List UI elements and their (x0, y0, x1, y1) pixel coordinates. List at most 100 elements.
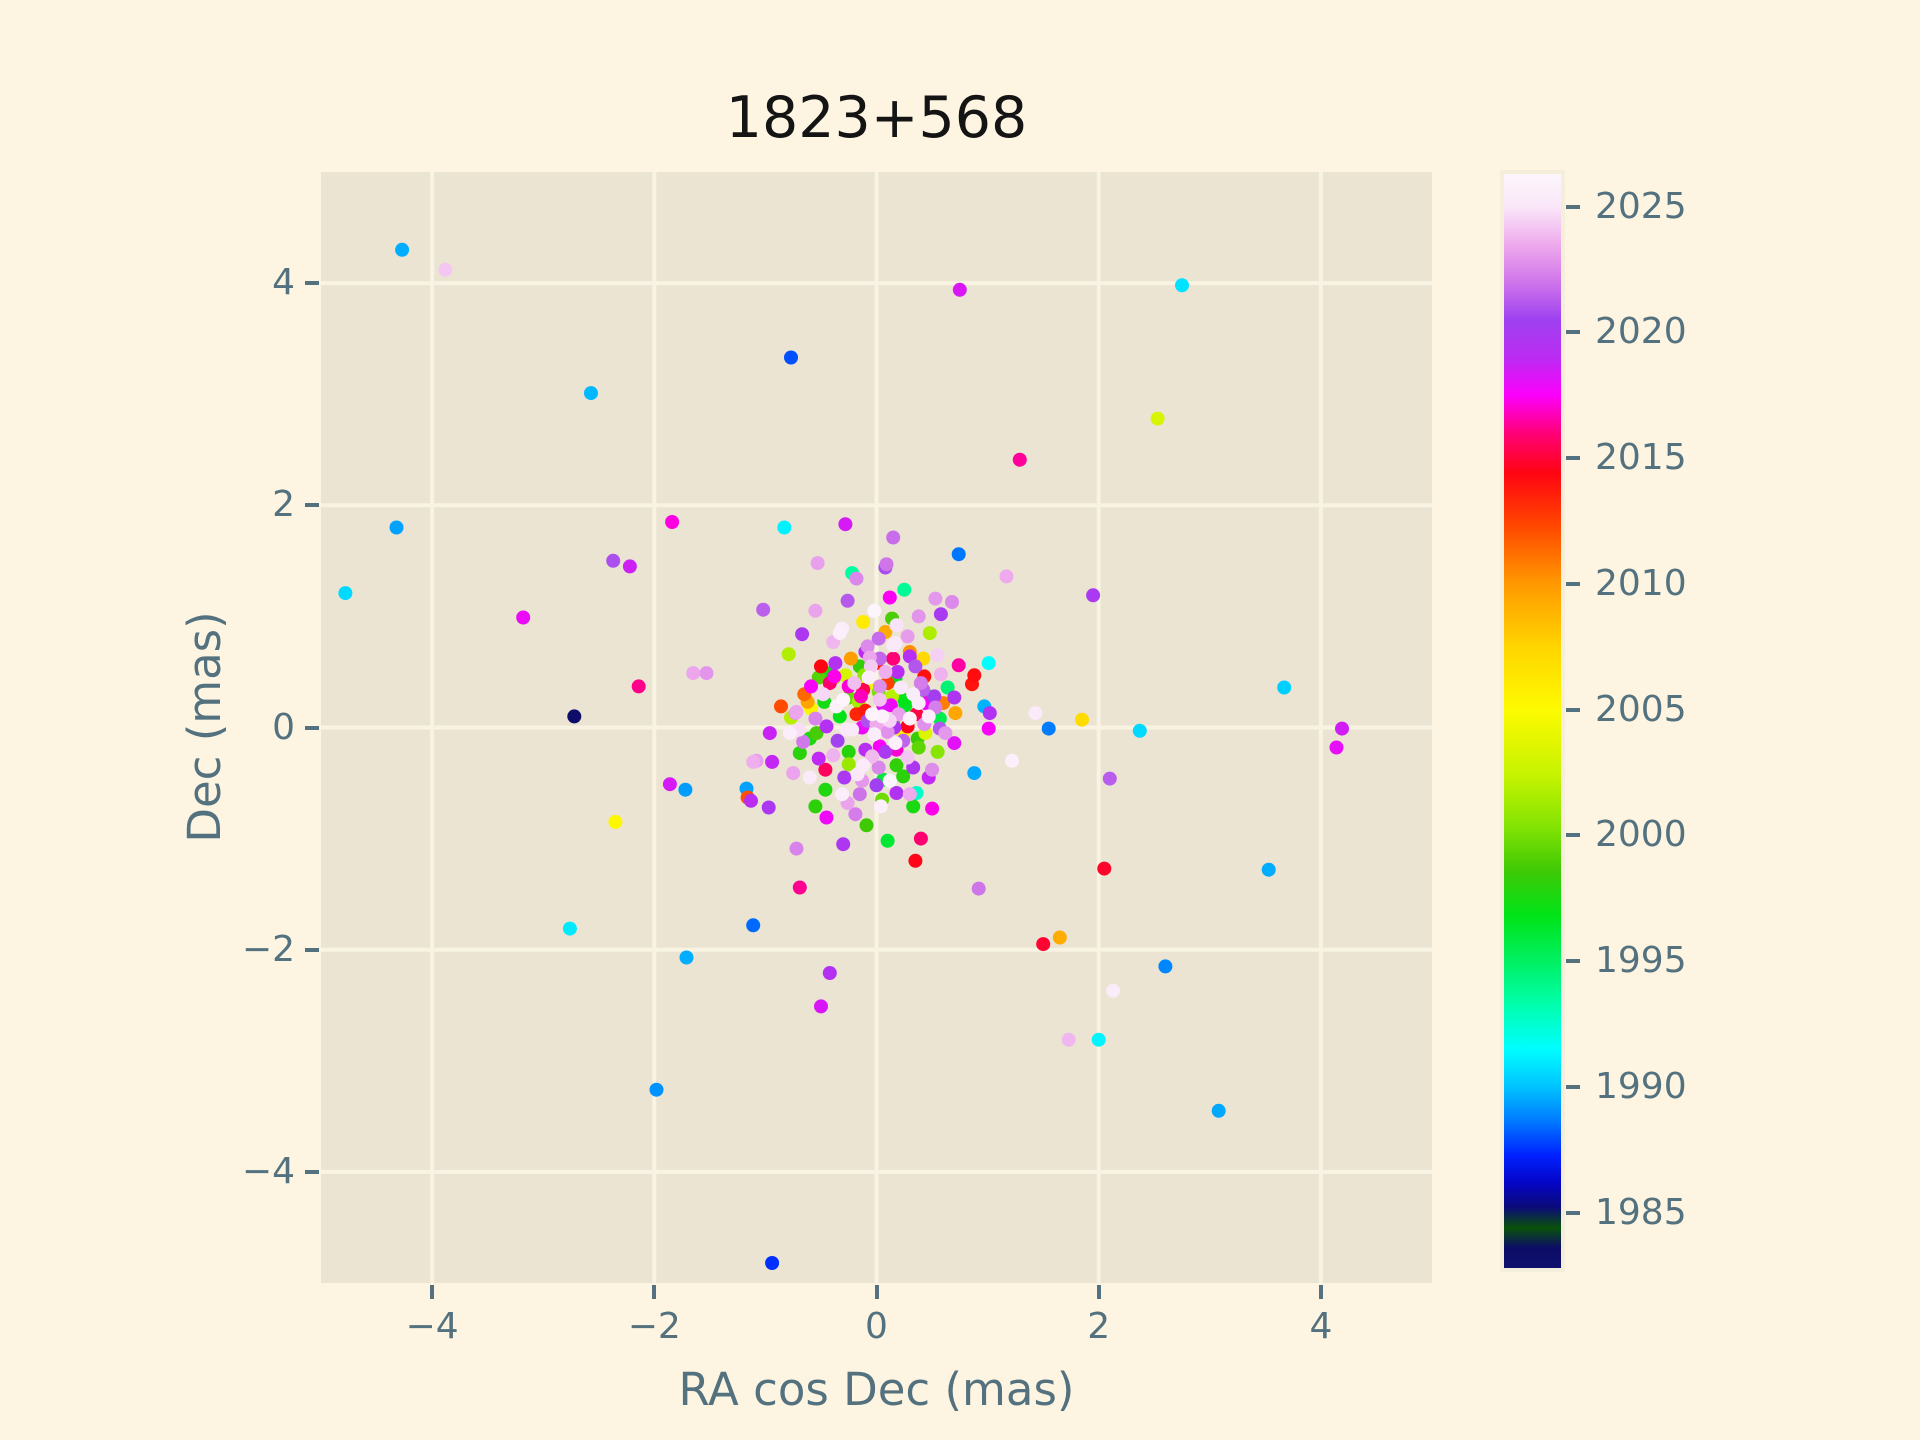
scatter-point (818, 782, 833, 797)
scatter-point (971, 881, 986, 896)
scatter-point (1075, 712, 1089, 727)
colorbar-tick-label: 1995 (1595, 940, 1687, 982)
tick-mark (305, 1169, 319, 1174)
scatter-point (940, 680, 955, 695)
scatter-point (982, 706, 997, 721)
scatter-point (822, 966, 837, 980)
scatter-point (900, 750, 915, 765)
scatter-point (911, 740, 926, 755)
scatter-point (826, 748, 841, 763)
scatter-point (867, 727, 882, 742)
scatter-point (756, 602, 771, 617)
scatter-point (869, 778, 884, 793)
scatter-point (808, 711, 823, 726)
scatter-point (786, 766, 801, 781)
scatter-point (827, 669, 842, 684)
scatter-point (865, 749, 880, 764)
scatter-point (808, 603, 823, 618)
scatter-point (774, 699, 788, 714)
scatter-point (1097, 861, 1112, 876)
scatter-point (516, 610, 531, 625)
scatter-point (802, 770, 817, 785)
scatter-point (852, 787, 867, 802)
scatter-point (1335, 721, 1349, 736)
scatter-point (395, 242, 410, 257)
scatter-point (911, 609, 926, 624)
scatter-point (872, 679, 887, 694)
tick-mark (1566, 330, 1580, 335)
scatter-point (867, 603, 882, 618)
x-tick-label: 0 (865, 1306, 888, 1347)
tick-mark (305, 947, 319, 952)
scatter-point (1036, 937, 1051, 952)
scatter-point (1102, 771, 1117, 786)
scatter-point (882, 773, 897, 788)
scatter-point (622, 559, 637, 574)
scatter-point (889, 758, 904, 773)
scatter-point (840, 593, 855, 608)
colorbar-tick-label: 2000 (1595, 814, 1687, 856)
scatter-point (913, 676, 928, 691)
scatter-point (878, 665, 893, 679)
scatter-point (744, 793, 758, 808)
scatter-point (662, 777, 677, 792)
scatter-point (906, 687, 921, 702)
scatter-point (781, 647, 796, 662)
colorbar-tick-label: 2015 (1595, 437, 1687, 479)
scatter-point (819, 810, 834, 825)
scatter-point (765, 1256, 780, 1270)
scatter-point (832, 626, 847, 641)
scatter-point (809, 726, 824, 741)
tick-mark (1096, 1285, 1101, 1299)
scatter-point (789, 841, 804, 856)
colorbar (1500, 170, 1565, 1272)
x-axis-label: RA cos Dec (mas) (678, 1363, 1075, 1416)
scatter-point (925, 762, 940, 777)
scatter-point (1028, 706, 1043, 721)
scatter-point (765, 754, 780, 769)
scatter-point (665, 515, 680, 529)
scatter-point (925, 801, 940, 816)
tick-mark (1566, 581, 1580, 586)
scatter-point (830, 733, 845, 748)
tick-mark (1566, 1210, 1580, 1215)
scatter-point (856, 615, 871, 629)
tick-mark (305, 503, 319, 508)
scatter-point (836, 837, 851, 852)
scatter-point (1086, 588, 1101, 603)
scatter-point (930, 744, 945, 759)
tick-mark (874, 1285, 879, 1299)
scatter-point (795, 627, 810, 642)
scatter-point (922, 626, 937, 641)
tick-mark (1566, 204, 1580, 209)
scatter-point (814, 659, 828, 674)
scatter-point (879, 557, 894, 572)
x-tick-label: 2 (1087, 1306, 1111, 1347)
tick-mark (1566, 959, 1580, 964)
scatter-point (902, 711, 917, 726)
scatter-point (906, 799, 921, 814)
scatter-point (847, 676, 862, 691)
scatter-point (967, 766, 982, 781)
scatter-point (818, 762, 833, 777)
tick-mark (1566, 833, 1580, 838)
scatter-point (808, 799, 823, 814)
scatter-point (686, 666, 701, 681)
scatter-point (871, 631, 886, 646)
colorbar-tick-label: 2025 (1595, 185, 1687, 227)
scatter-point (848, 807, 863, 822)
scatter-point (897, 582, 912, 597)
scatter-point (948, 706, 963, 721)
scatter-point (886, 530, 901, 545)
scatter-point (853, 689, 868, 704)
scatter-point (928, 591, 943, 606)
scatter-point (838, 517, 853, 532)
scatter-point (861, 670, 876, 685)
scatter-point (932, 711, 947, 726)
x-tick-label: −4 (405, 1306, 459, 1347)
scatter-point (933, 667, 948, 682)
chart-title: 1823+568 (725, 85, 1028, 151)
scatter-point (951, 658, 966, 673)
scatter-point (1005, 753, 1019, 768)
